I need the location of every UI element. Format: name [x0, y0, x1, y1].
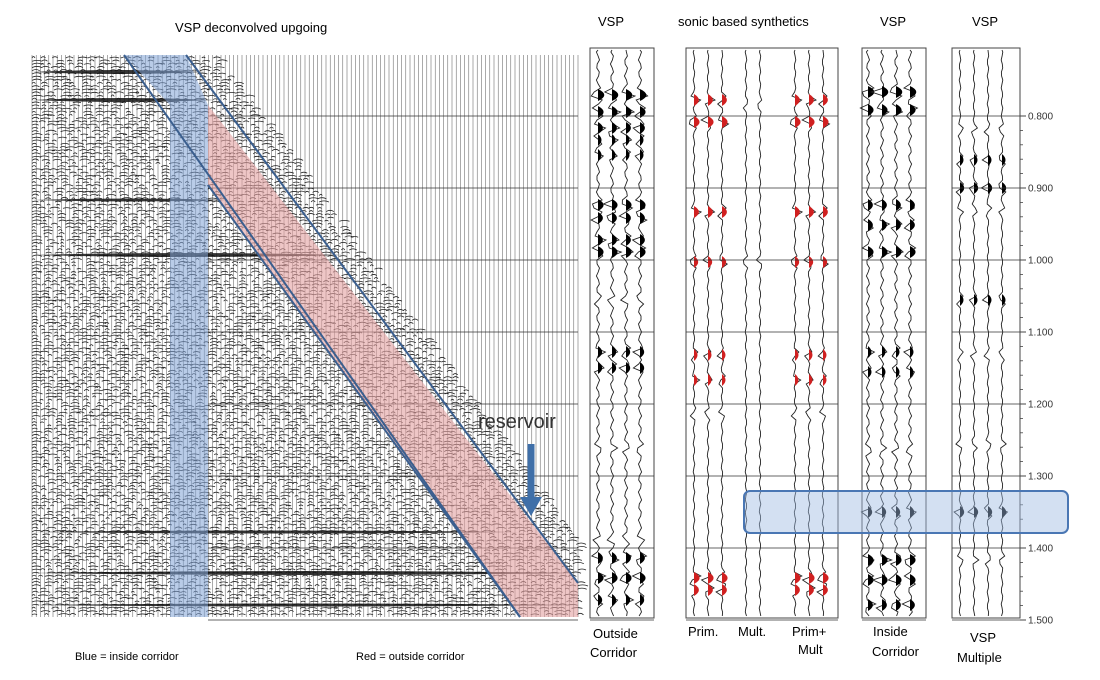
inside-corridor-band [124, 55, 208, 617]
time-tick-label: 1.500 [1028, 616, 1053, 627]
time-tick-label: 1.200 [1028, 400, 1053, 411]
corridor-lower-boundary [123, 54, 521, 618]
legend-blue: Blue = inside corridor [75, 651, 179, 663]
primaries-label: Prim. [688, 624, 718, 639]
legend-red: Red = outside corridor [356, 651, 465, 663]
outside-corridor-stack-panel [589, 47, 655, 619]
reservoir-arrow-head [520, 497, 542, 516]
corridor-upper-boundary [185, 54, 579, 584]
vsp-multiple-title: VSP [972, 14, 998, 29]
corridor-lower-boundary-2 [207, 184, 521, 618]
vsp-multiple-label-1: VSP [970, 630, 996, 645]
inside-corridor-label-1: Inside [873, 624, 908, 639]
prim-plus-mult-label-1: Prim+ [792, 624, 826, 639]
left-section-title: VSP deconvolved upgoing [175, 20, 327, 35]
reservoir-highlight-box [743, 490, 1069, 534]
time-tick-label: 1.300 [1028, 472, 1053, 483]
time-tick-label: 1.000 [1028, 256, 1053, 267]
panel-timing-lines [590, 115, 1020, 621]
time-tick-label: 1.100 [1028, 328, 1053, 339]
outside-corridor-label-2: Corridor [590, 645, 638, 660]
time-axis: 0.800 0.900 1.000 1.100 1.200 1.300 1.400 1.500 [1019, 48, 1053, 627]
time-tick-label: 1.400 [1028, 544, 1053, 555]
prim-plus-mult-label-2: Mult [798, 642, 823, 657]
sonic-synthetics-title: sonic based synthetics [678, 14, 809, 29]
reservoir-label: reservoir [478, 411, 556, 433]
time-tick-label: 0.900 [1028, 184, 1053, 195]
vsp-multiple-label-2: Multiple [957, 650, 1002, 665]
inside-corridor-stack-title: VSP [880, 14, 906, 29]
vsp-deconvolved-section: reservoir [31, 54, 589, 621]
outside-corridor-stack-title: VSP [598, 14, 624, 29]
inside-corridor-label-2: Corridor [872, 644, 920, 659]
outside-corridor-label-1: Outside [593, 626, 638, 641]
outside-corridor-band [208, 105, 578, 617]
multiples-label: Mult. [738, 624, 766, 639]
time-tick-label: 0.800 [1028, 112, 1053, 123]
